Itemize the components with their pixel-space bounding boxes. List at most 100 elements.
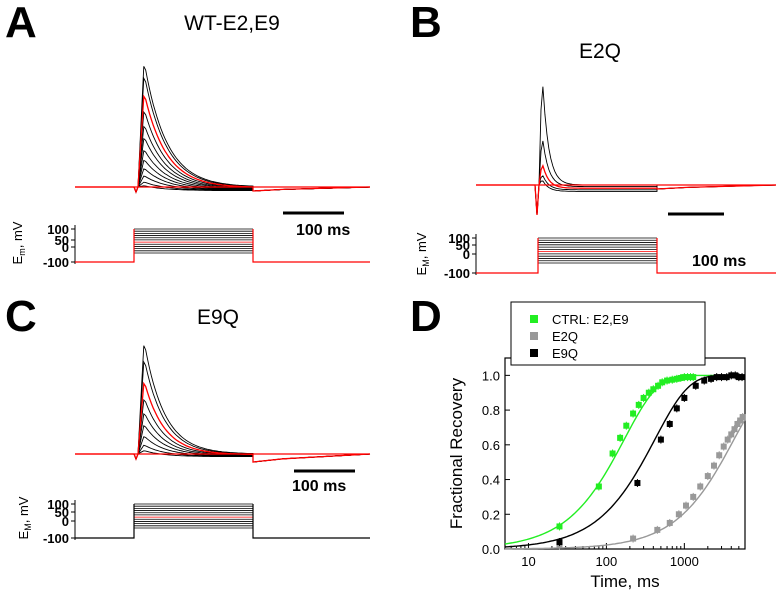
current-trace [75, 150, 371, 194]
data-point [630, 535, 637, 542]
y-tick-label: 0.4 [482, 473, 500, 488]
panel-b-letter: B [410, 0, 442, 47]
voltage-holding [476, 238, 776, 274]
legend-label: CTRL: E2,E9 [552, 312, 629, 327]
data-point [724, 436, 731, 443]
data-point [728, 431, 735, 438]
voltage-holding [75, 504, 370, 539]
data-point [634, 480, 641, 487]
data-point [690, 374, 697, 381]
voltage-axis-title: EM, mV [414, 232, 431, 275]
data-point [666, 519, 673, 526]
current-trace [75, 381, 371, 463]
data-point [681, 394, 688, 401]
y-tick-label: 0.0 [482, 542, 500, 557]
data-point [630, 410, 637, 417]
data-point [739, 414, 746, 421]
fit-curve [504, 374, 745, 545]
current-trace [75, 436, 371, 463]
data-point [673, 375, 680, 382]
data-point [710, 462, 717, 469]
current-trace [75, 345, 371, 463]
data-point [690, 493, 697, 500]
voltage-tick-label: 0 [463, 247, 470, 262]
data-point [716, 452, 723, 459]
data-point [737, 417, 744, 424]
data-point [701, 377, 708, 384]
current-trace [476, 164, 777, 216]
legend: CTRL: E2,E9 E2Q E9Q [510, 301, 706, 366]
current-trace [476, 86, 777, 216]
fit-curve [504, 374, 745, 548]
data-point [669, 376, 676, 383]
data-point [739, 374, 746, 381]
data-point [595, 483, 602, 490]
current-trace [75, 94, 371, 194]
panel-b-current-traces [476, 86, 777, 216]
panel-a-scale-label: 100 ms [296, 222, 350, 239]
legend-marker [530, 349, 538, 357]
data-point [659, 379, 666, 386]
panel-c-current-traces [75, 345, 371, 463]
data-point [673, 405, 680, 412]
data-point [723, 374, 730, 381]
panel-b-scale-label: 100 ms [692, 253, 746, 270]
voltage-tick-label: 100 [448, 231, 470, 246]
data-point [609, 450, 616, 457]
data-point [657, 436, 664, 443]
current-trace [75, 450, 371, 463]
data-point [728, 372, 735, 379]
data-point [734, 420, 741, 427]
data-point [681, 374, 688, 381]
data-point [708, 375, 715, 382]
voltage-tick-label: 100 [47, 497, 69, 512]
current-trace [75, 360, 371, 463]
data-point [683, 502, 690, 509]
data-point [732, 372, 739, 379]
current-trace [75, 76, 371, 194]
current-trace [75, 66, 371, 194]
data-point [556, 523, 563, 530]
y-axis-title: Fractional Recovery [447, 377, 466, 529]
panel-d-letter: D [410, 292, 442, 341]
data-point [635, 401, 642, 408]
data-point [675, 511, 682, 518]
panel-c-title: E9Q [197, 306, 239, 329]
data-point [704, 473, 711, 480]
data-point [720, 443, 727, 450]
voltage-tick-label: -100 [444, 266, 470, 281]
y-tick-label: 0.6 [482, 438, 500, 453]
y-tick-label: 0.2 [482, 507, 500, 522]
data-point [655, 382, 662, 389]
data-point [666, 420, 673, 427]
voltage-tick-label: 0 [62, 514, 69, 529]
data-point [645, 389, 652, 396]
legend-marker [530, 315, 538, 323]
current-trace [476, 180, 777, 216]
panel-b-title: E2Q [579, 40, 621, 63]
panel-a-title: WT-E2,E9 [184, 12, 280, 35]
recovery-plot: 0.0 0.2 0.4 0.6 0.8 1.0 10 100 1000 Time, ms Fract… [447, 301, 746, 591]
legend-marker [530, 332, 538, 340]
current-trace [476, 140, 777, 216]
voltage-tick-label: 50 [55, 233, 69, 248]
voltage-tick-label: 100 [47, 222, 69, 237]
fit-curve [505, 419, 746, 550]
legend-box [510, 301, 706, 366]
data-point [697, 483, 704, 490]
x-tick-label: 100 [596, 554, 618, 569]
current-trace [75, 110, 371, 194]
x-tick-label: 1000 [670, 554, 699, 569]
panel-c-scale-label: 100 ms [292, 478, 346, 495]
data-point [735, 374, 742, 381]
data-point [640, 394, 647, 401]
data-point [718, 374, 725, 381]
voltage-tick-label: -100 [43, 531, 69, 546]
plot-frame [504, 357, 746, 550]
voltage-holding [75, 229, 370, 263]
